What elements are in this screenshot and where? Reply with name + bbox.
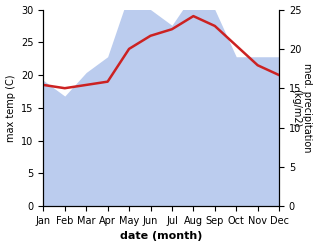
X-axis label: date (month): date (month): [120, 231, 203, 242]
Y-axis label: max temp (C): max temp (C): [5, 74, 16, 142]
Y-axis label: med. precipitation
(kg/m2): med. precipitation (kg/m2): [291, 63, 313, 153]
